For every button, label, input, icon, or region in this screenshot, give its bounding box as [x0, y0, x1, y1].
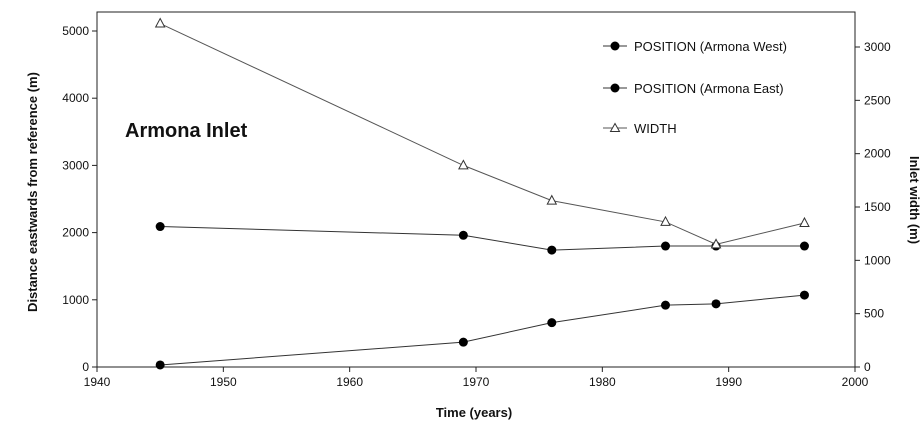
- series-0: [155, 290, 809, 370]
- y-axis-right: 0 500 1000 1500 2000 2500 3000: [855, 40, 891, 374]
- y-left-tick-label: 2000: [62, 226, 89, 240]
- x-axis: 1940 1950 1960 1970 1980 1990 2000: [84, 367, 869, 389]
- x-tick-label: 1960: [336, 375, 363, 389]
- data-point: [660, 215, 671, 226]
- data-point: [458, 159, 469, 170]
- legend-marker-width: [609, 122, 621, 132]
- legend-marker-armona-east: [610, 83, 620, 93]
- legend-item-armona-west: POSITION (Armona West): [603, 39, 787, 54]
- y-right-tick-label: 3000: [864, 40, 891, 54]
- series-2: [154, 17, 810, 249]
- data-point: [546, 194, 558, 205]
- legend-label-armona-west: POSITION (Armona West): [634, 39, 787, 54]
- y-right-tick-label: 2000: [864, 147, 891, 161]
- series-line: [160, 294, 805, 366]
- data-point: [661, 241, 670, 251]
- data-point: [155, 222, 165, 232]
- series-line: [160, 226, 805, 251]
- data-point: [155, 360, 165, 370]
- data-point: [661, 300, 670, 310]
- data-point: [799, 216, 810, 227]
- y-axis-right-title: Inlet width (m): [907, 156, 921, 244]
- x-tick-label: 1940: [84, 375, 111, 389]
- y-left-tick-label: 1000: [62, 293, 89, 307]
- legend-label-width: WIDTH: [634, 121, 677, 136]
- data-point: [458, 337, 468, 347]
- y-right-tick-label: 1500: [864, 200, 891, 214]
- y-left-tick-label: 0: [82, 360, 89, 374]
- x-axis-title: Time (years): [436, 405, 512, 420]
- y-right-tick-label: 2500: [864, 93, 891, 107]
- data-point: [458, 230, 468, 240]
- y-left-tick-label: 4000: [62, 91, 89, 105]
- legend-item-armona-east: POSITION (Armona East): [603, 81, 784, 96]
- data-point: [710, 238, 722, 249]
- y-right-tick-label: 0: [864, 360, 871, 374]
- y-axis-left-title: Distance eastwards from reference (m): [25, 72, 40, 312]
- y-right-tick-label: 1000: [864, 253, 891, 267]
- data-point: [547, 245, 557, 255]
- x-tick-label: 1980: [589, 375, 616, 389]
- y-right-tick-label: 500: [864, 307, 884, 321]
- data-point: [799, 290, 809, 300]
- plot-border: [96, 11, 856, 368]
- plot-frame: [96, 11, 856, 368]
- legend-item-width: WIDTH: [603, 121, 677, 136]
- x-tick-label: 1970: [463, 375, 490, 389]
- legend: POSITION (Armona West) POSITION (Armona …: [603, 39, 787, 136]
- y-axis-left: 0 1000 2000 3000 4000 5000: [62, 24, 97, 374]
- series-1: [155, 222, 809, 255]
- annotation-label: Armona Inlet: [125, 120, 248, 142]
- x-tick-label: 2000: [842, 375, 869, 389]
- x-tick-label: 1950: [210, 375, 237, 389]
- y-left-tick-label: 5000: [62, 24, 89, 38]
- data-point: [711, 299, 721, 309]
- y-left-tick-label: 3000: [62, 158, 89, 172]
- series-line: [159, 23, 805, 245]
- legend-label-armona-east: POSITION (Armona East): [634, 81, 784, 96]
- data-point: [154, 17, 166, 28]
- data-point: [547, 318, 557, 328]
- x-tick-label: 1990: [715, 375, 742, 389]
- data-point: [799, 241, 809, 251]
- series-layer: [154, 17, 810, 370]
- legend-marker-armona-west: [610, 41, 620, 51]
